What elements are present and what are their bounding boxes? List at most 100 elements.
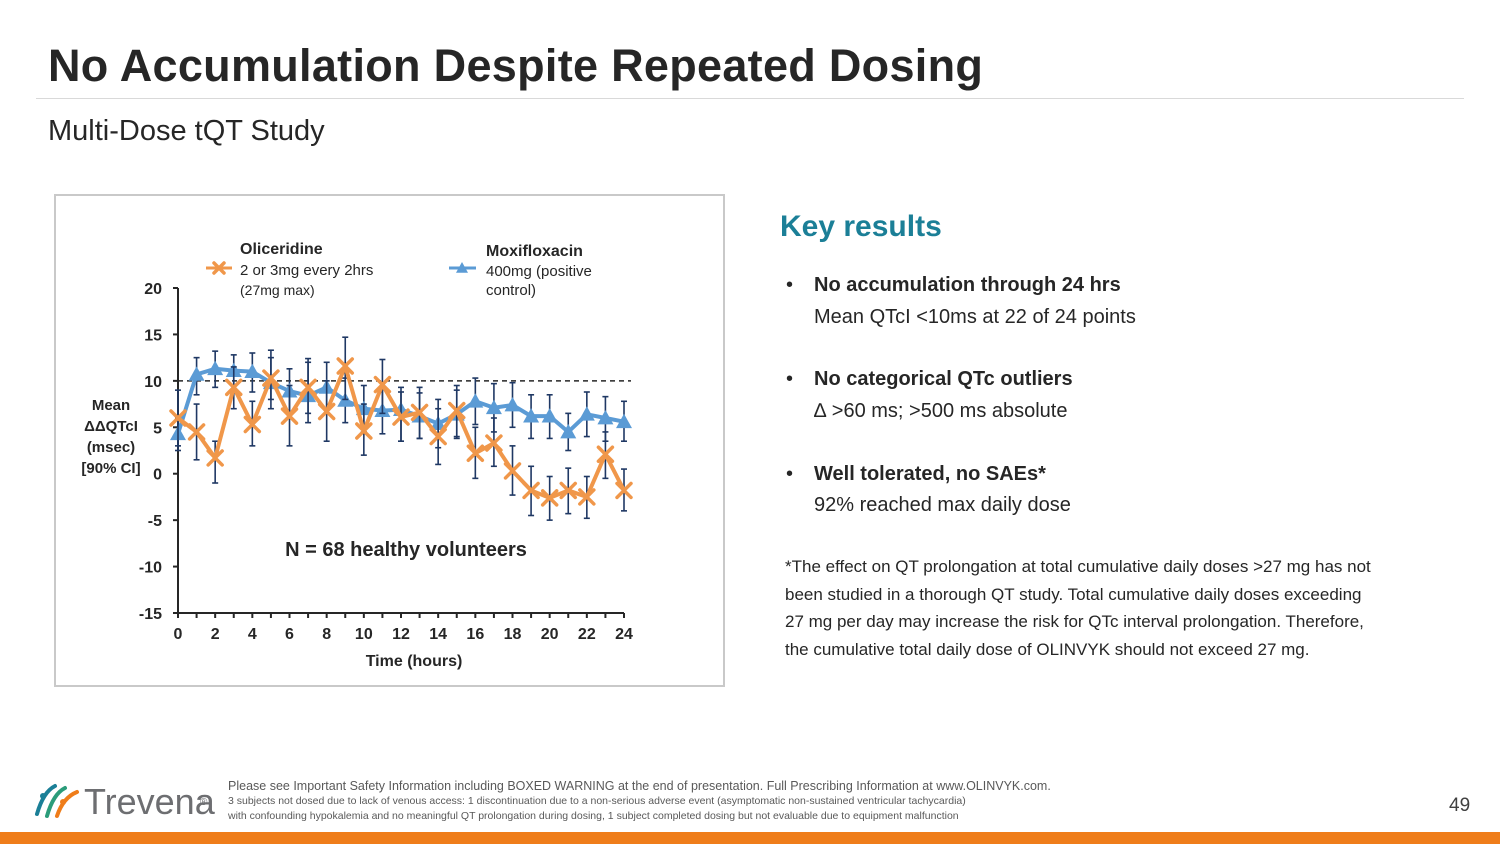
y-tick-label: -5 xyxy=(148,513,162,530)
x-marker-stroke xyxy=(540,489,559,507)
oliceridine-data-point xyxy=(559,481,577,500)
sample-size-annotation: N = 68 healthy volunteers xyxy=(285,539,527,561)
oliceridine-data-point xyxy=(262,369,280,387)
result-1-detail: Mean QTcI <10ms at 22 of 24 points xyxy=(814,306,1136,328)
x-marker-stroke xyxy=(429,427,447,446)
page-number: 49 xyxy=(1449,795,1471,816)
moxifloxacin-data-point xyxy=(523,408,540,423)
y-axis-title-line: (msec) xyxy=(87,439,135,456)
oliceridine-data-point xyxy=(280,407,299,425)
x-tick-label: 2 xyxy=(211,626,220,643)
key-results-title: Key results xyxy=(780,210,942,243)
oliceridine-data-point xyxy=(429,427,447,446)
x-tick-label: 10 xyxy=(355,626,373,643)
oliceridine-data-point xyxy=(336,357,354,375)
oliceridine-data-point xyxy=(503,462,522,480)
x-marker-stroke xyxy=(448,401,466,420)
oliceridine-data-point xyxy=(392,408,410,426)
x-marker-stroke xyxy=(169,409,187,427)
result-3-detail: 92% reached max daily dose xyxy=(814,494,1071,516)
x-tick-label: 0 xyxy=(174,626,183,643)
trevena-logo-mark xyxy=(35,784,79,818)
result-1-heading: No accumulation through 24 hrs xyxy=(814,274,1121,296)
oliceridine-legend-swatch-marker xyxy=(212,261,226,275)
moxifloxacin-data-point xyxy=(578,406,595,421)
x-tick-label: 14 xyxy=(429,626,447,643)
moxifloxacin-data-point xyxy=(467,393,484,408)
oliceridine-data-point xyxy=(169,409,187,427)
x-marker-stroke xyxy=(355,422,373,440)
oliceridine-data-point xyxy=(187,423,206,441)
title-divider xyxy=(36,98,1464,99)
x-marker-stroke xyxy=(485,434,503,452)
moxifloxacin-legend-detail: 400mg (positive xyxy=(486,263,592,280)
x-marker-stroke xyxy=(336,357,354,375)
safety-footnote: *The effect on QT prolongation at total … xyxy=(785,557,1371,659)
x-marker-stroke xyxy=(317,402,336,421)
x-marker-stroke xyxy=(299,378,317,397)
x-marker-stroke xyxy=(559,481,577,500)
oliceridine-data-point xyxy=(317,402,336,421)
x-tick-label: 4 xyxy=(248,626,257,643)
x-marker-stroke xyxy=(262,369,280,387)
chart-panel: -15 -10 -5 0 5 10 15 20 0 2 4 6 8 10 12 14 16 18 20 22 24 Tim… xyxy=(54,194,725,687)
y-tick-label: 20 xyxy=(144,281,162,298)
x-tick-label: 22 xyxy=(578,626,596,643)
moxifloxacin-data-point xyxy=(597,410,614,425)
x-tick-label: 8 xyxy=(322,626,331,643)
x-marker-stroke xyxy=(596,445,615,463)
moxifloxacin-data-point xyxy=(485,399,502,415)
x-tick-label: 16 xyxy=(466,626,484,643)
moxifloxacin-data-point xyxy=(541,408,558,423)
x-marker-stroke xyxy=(615,481,633,500)
y-tick-label: -15 xyxy=(139,606,162,623)
oliceridine-data-point xyxy=(448,401,466,420)
oliceridine-data-point xyxy=(243,415,262,434)
moxifloxacin-legend-name: Moxifloxacin xyxy=(486,243,583,260)
moxifloxacin-legend-detail: control) xyxy=(486,282,536,299)
x-marker-stroke xyxy=(212,261,226,275)
oliceridine-data-point xyxy=(206,449,224,467)
y-axis-title-line: ΔΔQTcI xyxy=(84,418,138,435)
x-marker-stroke xyxy=(410,403,429,422)
oliceridine-data-point xyxy=(410,403,429,422)
bullet-marker: • xyxy=(786,274,794,296)
footer-line-3: with confounding hypokalemia and no mean… xyxy=(228,810,959,822)
oliceridine-data-point xyxy=(299,378,317,397)
y-tick-label: 0 xyxy=(153,467,162,484)
y-tick-label: -10 xyxy=(139,560,162,577)
x-tick-label: 12 xyxy=(392,626,410,643)
x-axis-title: Time (hours) xyxy=(366,653,463,670)
oliceridine-data-point xyxy=(578,488,596,506)
x-tick-label: 24 xyxy=(615,626,633,643)
x-marker-stroke xyxy=(225,378,243,397)
oliceridine-data-point xyxy=(373,375,392,394)
footer-line-2: 3 subjects not dosed due to lack of veno… xyxy=(228,795,966,807)
footer-disclaimer: Please see Important Safety Information … xyxy=(228,779,1428,824)
result-2-heading: No categorical QTc outliers xyxy=(814,368,1073,390)
moxifloxacin-data-point xyxy=(207,360,224,376)
x-tick-label: 18 xyxy=(504,626,522,643)
moxifloxacin-data-point xyxy=(244,363,261,378)
moxifloxacin-data-point xyxy=(188,366,205,381)
oliceridine-legend-detail: (27mg max) xyxy=(240,282,315,298)
y-axis-title-line: Mean xyxy=(92,397,130,414)
brand-footer-bar xyxy=(0,832,1500,844)
x-marker-stroke xyxy=(392,408,410,426)
y-tick-label: 15 xyxy=(144,327,162,344)
oliceridine-data-point xyxy=(355,422,373,440)
oliceridine-data-point xyxy=(540,489,559,507)
x-marker-stroke xyxy=(578,488,596,506)
registered-mark: ® xyxy=(200,797,208,808)
y-tick-label: 10 xyxy=(144,374,162,391)
slide-title: No Accumulation Despite Repeated Dosing xyxy=(48,40,984,91)
x-marker-stroke xyxy=(187,423,206,441)
oliceridine-legend-name: Oliceridine xyxy=(240,241,323,258)
x-marker-stroke xyxy=(280,407,299,425)
result-3-heading: Well tolerated, no SAEs* xyxy=(814,463,1046,485)
moxifloxacin-legend-swatch-marker xyxy=(456,262,468,273)
oliceridine-data-point xyxy=(485,434,503,452)
y-axis-title-line: [90% CI] xyxy=(81,460,140,477)
oliceridine-data-point xyxy=(522,481,540,500)
